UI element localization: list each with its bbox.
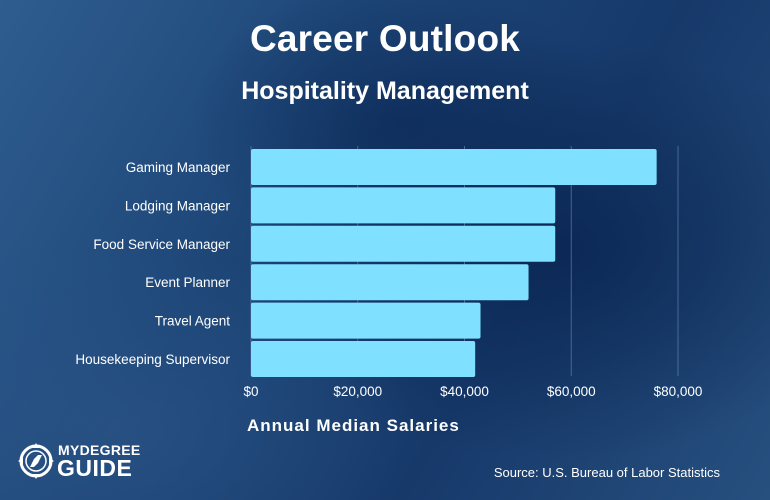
x-tick-label: $20,000 <box>333 384 382 399</box>
compass-icon <box>18 443 54 479</box>
x-tick-label: $0 <box>243 384 258 399</box>
category-label: Housekeeping Supervisor <box>75 352 230 367</box>
bar <box>251 149 657 185</box>
logo: MYDEGREE GUIDE <box>16 440 146 486</box>
bar <box>251 225 556 262</box>
bar <box>251 341 476 377</box>
category-label: Food Service Manager <box>93 237 230 252</box>
category-label: Travel Agent <box>155 314 231 329</box>
category-label: Event Planner <box>145 275 230 290</box>
x-tick-label: $60,000 <box>547 384 596 399</box>
bar <box>251 302 481 339</box>
bar <box>251 264 529 301</box>
x-axis-label: Annual Median Salaries <box>247 416 460 435</box>
chart-title: Career Outlook <box>249 18 521 59</box>
source-note: Source: U.S. Bureau of Labor Statistics <box>493 465 720 480</box>
chart-subtitle: Hospitality Management <box>241 77 529 105</box>
category-label: Gaming Manager <box>126 160 231 175</box>
logo-text-bottom: GUIDE <box>57 455 133 481</box>
logo-text-top: MYDEGREE <box>58 442 141 458</box>
x-tick-label: $80,000 <box>654 384 703 399</box>
x-tick-label: $40,000 <box>440 384 489 399</box>
category-label: Lodging Manager <box>125 198 231 213</box>
bar <box>251 187 556 224</box>
